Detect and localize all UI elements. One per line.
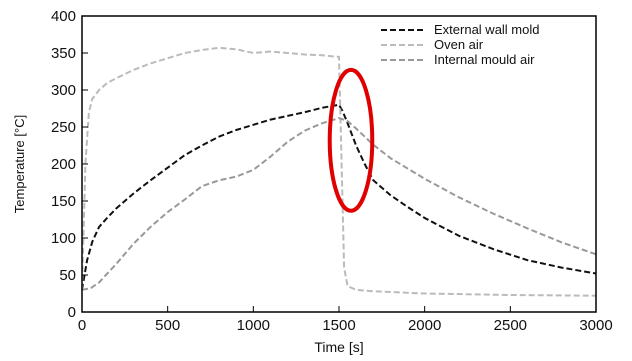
x-tick-label: 3000 [579, 317, 612, 334]
y-tick-label: 300 [51, 82, 76, 99]
highlight-circle [327, 67, 375, 213]
x-tick-label: 0 [78, 317, 86, 334]
x-tick-label: 500 [155, 317, 180, 334]
y-axis-label: Temperature [°C] [12, 115, 27, 213]
series-line-2 [81, 117, 597, 291]
y-tick-label: 50 [59, 267, 76, 284]
x-axis: 0 500 1000 1500 2000 2500 3000 [78, 306, 613, 334]
annotation-layer [327, 67, 375, 213]
legend-label: Oven air [434, 37, 484, 52]
y-tick-label: 400 [51, 8, 76, 25]
series-line-1 [81, 46, 597, 297]
x-tick-label: 1000 [237, 317, 270, 334]
y-axis: 0 50 100 150 200 250 300 350 400 [51, 8, 88, 321]
y-tick-label: 100 [51, 230, 76, 247]
y-tick-label: 0 [68, 304, 76, 321]
y-tick-label: 150 [51, 193, 76, 210]
x-axis-label: Time [s] [314, 339, 363, 355]
y-tick-label: 350 [51, 45, 76, 62]
plot-marks [81, 46, 597, 297]
y-tick-label: 200 [51, 156, 76, 173]
legend-label: Internal mould air [434, 52, 535, 67]
x-tick-label: 1500 [322, 317, 355, 334]
x-tick-label: 2000 [408, 317, 441, 334]
y-tick-label: 250 [51, 119, 76, 136]
series-line-0 [81, 103, 597, 290]
x-tick-label: 2500 [494, 317, 527, 334]
legend-label: External wall mold [434, 22, 540, 37]
